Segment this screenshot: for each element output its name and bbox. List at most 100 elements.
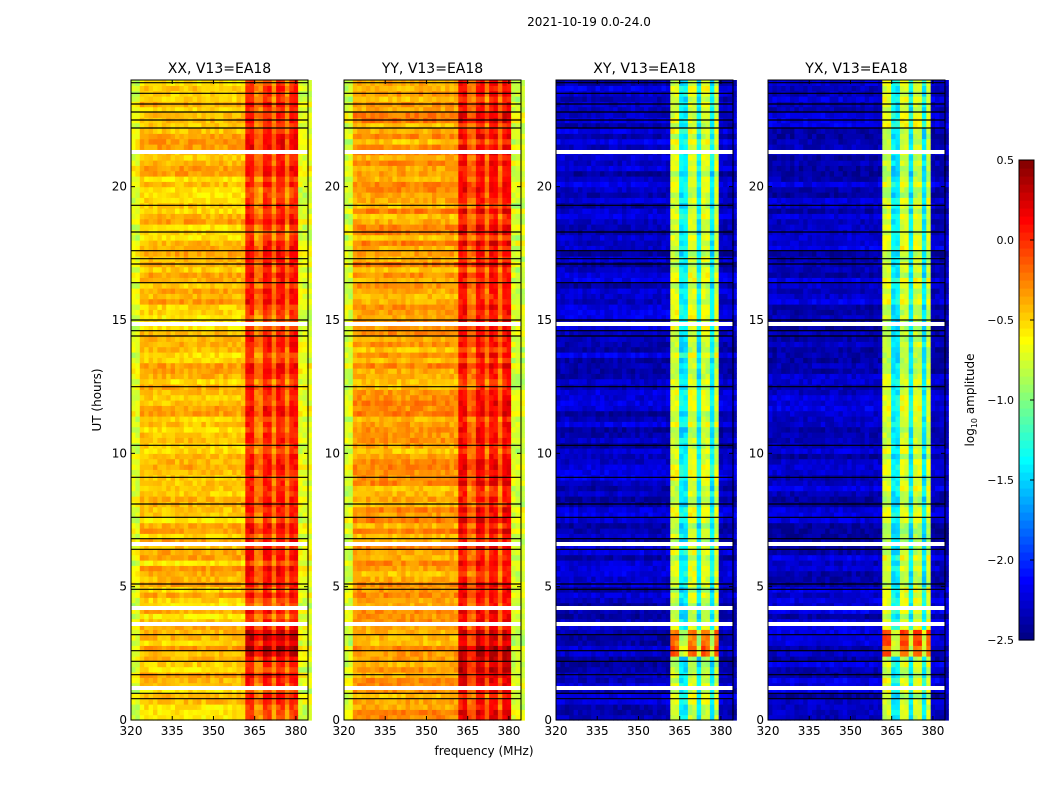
heatmap-cell	[267, 437, 273, 444]
heatmap-cell	[280, 282, 286, 289]
heatmap-cell	[135, 677, 141, 684]
heatmap-cell	[306, 682, 312, 689]
heatmap-cell	[344, 714, 349, 721]
heatmap-cell	[271, 602, 277, 609]
heatmap-cell	[210, 560, 216, 566]
heatmap-cell	[157, 288, 163, 294]
heatmap-cell	[302, 570, 308, 577]
heatmap-cell	[148, 458, 154, 465]
heatmap-cell	[284, 410, 290, 417]
heatmap-cell	[131, 512, 136, 518]
heatmap-cell	[240, 512, 246, 518]
heatmap-cell	[284, 224, 290, 230]
heatmap-cell	[293, 666, 299, 673]
heatmap-cell	[258, 394, 264, 401]
heatmap-cell	[135, 176, 141, 182]
heatmap-cell	[205, 704, 211, 710]
heatmap-cell	[284, 533, 290, 540]
heatmap-cell	[223, 661, 229, 668]
heatmap-cell	[306, 373, 312, 380]
heatmap-cell	[214, 282, 220, 289]
heatmap-cell	[219, 458, 224, 465]
heatmap-cell	[276, 608, 282, 614]
heatmap-cell	[258, 565, 264, 572]
heatmap-cell	[205, 506, 211, 513]
heatmap-cell	[135, 336, 141, 342]
heatmap-cell	[267, 517, 273, 524]
heatmap-cell	[267, 234, 273, 241]
heatmap-cell	[306, 672, 312, 678]
heatmap-cell	[223, 357, 229, 364]
heatmap-cell	[175, 480, 180, 486]
heatmap-cell	[214, 405, 220, 412]
heatmap-cell	[271, 698, 277, 705]
heatmap-cell	[179, 480, 185, 486]
heatmap-cell	[249, 693, 255, 700]
heatmap-cell	[148, 122, 154, 129]
heatmap-cell	[183, 213, 189, 220]
heatmap-cell	[293, 165, 299, 172]
heatmap-cell	[262, 309, 268, 316]
heatmap-cell	[284, 112, 290, 118]
heatmap-cell	[306, 149, 312, 156]
heatmap-cell	[232, 576, 238, 582]
heatmap-cell	[276, 485, 282, 492]
heatmap-cell	[148, 96, 154, 102]
heatmap-cell	[302, 656, 308, 662]
heatmap-cell	[240, 426, 246, 433]
heatmap-cell	[188, 512, 194, 518]
heatmap-cell	[161, 293, 167, 300]
heatmap-cell	[161, 560, 167, 566]
heatmap-cell	[284, 293, 290, 300]
heatmap-cell	[227, 464, 233, 470]
heatmap-cell	[183, 106, 189, 113]
heatmap-cell	[175, 293, 180, 300]
heatmap-cell	[197, 704, 202, 710]
y-tick-label: 20	[112, 180, 127, 194]
heatmap-cell	[254, 432, 260, 438]
heatmap-cell	[153, 85, 158, 92]
heatmap-cell	[131, 522, 136, 529]
flag-row-white	[131, 322, 308, 326]
heatmap-cell	[262, 165, 268, 172]
heatmap-cell	[219, 181, 224, 188]
heatmap-cell	[175, 432, 180, 438]
heatmap-cell	[148, 496, 154, 502]
heatmap-cell	[153, 106, 158, 113]
heatmap-cell	[153, 538, 158, 545]
heatmap-cell	[227, 309, 233, 316]
heatmap-cell	[280, 85, 286, 92]
heatmap-cell	[249, 314, 255, 321]
heatmap-cell	[192, 122, 198, 129]
heatmap-cell	[293, 437, 299, 444]
heatmap-cell	[280, 437, 286, 444]
heatmap-cell	[201, 394, 207, 401]
heatmap-cell	[306, 480, 312, 486]
heatmap-cell	[298, 650, 304, 657]
heatmap-cell	[205, 592, 211, 598]
heatmap-cell	[236, 405, 242, 412]
heatmap-cell	[227, 298, 233, 305]
heatmap-cell	[148, 362, 154, 369]
heatmap-cell	[258, 538, 264, 545]
heatmap-cell	[161, 298, 167, 305]
heatmap-cell	[148, 650, 154, 657]
heatmap-cell	[306, 421, 312, 428]
heatmap-cell	[131, 421, 136, 428]
heatmap-cell	[271, 688, 277, 694]
y-tick-label: 10	[112, 446, 127, 460]
heatmap-cell	[144, 272, 150, 278]
heatmap-cell	[249, 154, 255, 161]
heatmap-cell	[201, 250, 207, 257]
heatmap-cell	[205, 373, 211, 380]
heatmap-cell	[258, 234, 264, 241]
heatmap-cell	[289, 448, 295, 454]
heatmap-cell	[223, 533, 229, 540]
heatmap-cell	[139, 448, 145, 454]
heatmap-cell	[219, 640, 224, 646]
heatmap-cell	[131, 128, 136, 134]
heatmap-cell	[219, 650, 224, 657]
heatmap-cell	[254, 277, 260, 284]
heatmap-cell	[254, 346, 260, 353]
heatmap-cell	[249, 112, 255, 118]
